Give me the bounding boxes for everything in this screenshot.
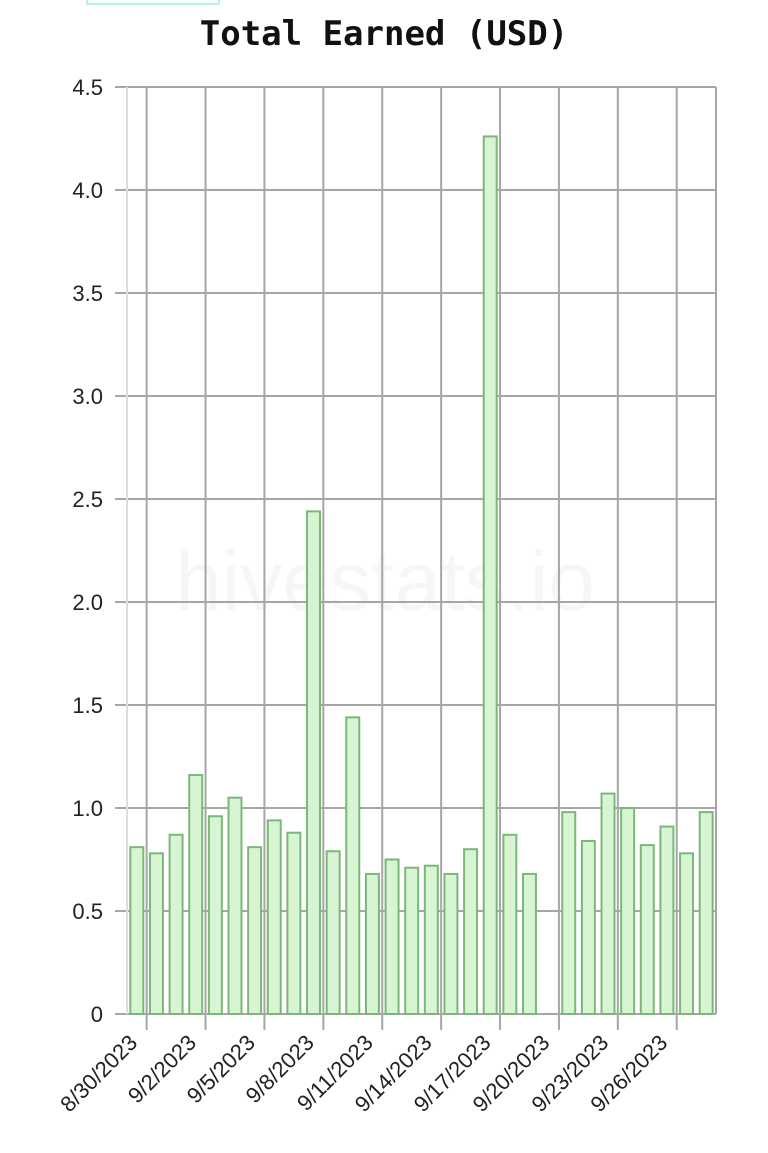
axes (115, 86, 678, 1030)
y-tick-label: 3.0 (72, 384, 103, 409)
chart-title: Total Earned (USD) (199, 14, 569, 54)
bar (679, 852, 695, 1015)
bar (266, 819, 282, 1015)
bar (404, 866, 420, 1015)
bar (325, 850, 341, 1016)
bar (129, 846, 145, 1016)
y-tick-label: 1.5 (72, 693, 103, 718)
bar (148, 852, 164, 1015)
bar (659, 825, 675, 1015)
bar (364, 872, 380, 1015)
bar (188, 774, 204, 1015)
bar (423, 864, 439, 1015)
bar (384, 858, 400, 1015)
bars (129, 135, 714, 1016)
bar (580, 839, 596, 1016)
y-tick-label: 3.5 (72, 281, 103, 306)
bar (522, 872, 537, 1015)
bar (463, 848, 479, 1016)
bar (227, 796, 243, 1016)
bar (620, 807, 636, 1015)
bar (207, 815, 223, 1015)
y-tick-label: 4.0 (72, 178, 103, 203)
bar (502, 833, 518, 1016)
y-tick-label: 4.5 (72, 75, 103, 100)
top-clipped-element (86, 0, 220, 5)
y-tick-label: 0 (91, 1002, 103, 1027)
bar (639, 844, 655, 1016)
bar (698, 811, 714, 1015)
bar (600, 792, 616, 1016)
watermark: hivestats.io (175, 534, 595, 628)
y-tick-label: 2.5 (72, 487, 103, 512)
y-axis-ticks: 0 0.5 1.0 1.5 2.0 2.5 3.0 3.5 4.0 4.5 (72, 75, 103, 1027)
bar (286, 831, 302, 1015)
bar (561, 811, 577, 1015)
bar (306, 510, 321, 1015)
bar (168, 833, 184, 1016)
bar (482, 135, 498, 1015)
x-tick-label: 8/30/2023 (55, 1030, 142, 1117)
bar (345, 716, 361, 1015)
y-tick-label: 2.0 (72, 590, 103, 615)
bar (443, 872, 459, 1015)
x-axis-ticks: 8/30/20239/2/20239/5/20239/8/20239/11/20… (55, 1030, 672, 1117)
bar (247, 846, 263, 1016)
y-tick-label: 1.0 (72, 796, 103, 821)
y-tick-label: 0.5 (72, 899, 103, 924)
